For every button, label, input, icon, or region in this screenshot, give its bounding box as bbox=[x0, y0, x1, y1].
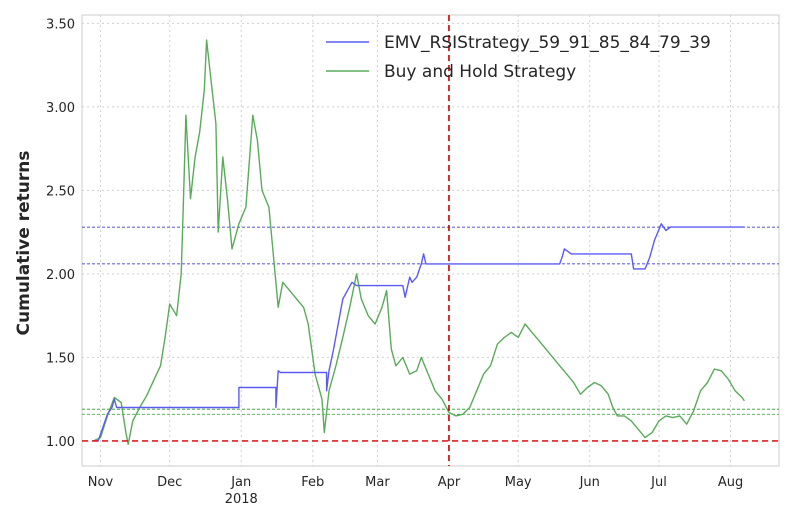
x-tick-sublabel: 2018 bbox=[225, 492, 258, 507]
x-tick-label: Nov bbox=[88, 475, 114, 490]
x-tick-labels: Nov Dec Jan 2018 Feb Mar Apr May Jun Jul Aug bbox=[88, 475, 743, 507]
y-tick-label: 3.50 bbox=[46, 17, 75, 32]
x-tick-label: Dec bbox=[157, 475, 182, 490]
x-tick-label: Jun bbox=[579, 475, 600, 490]
y-tick-label: 1.50 bbox=[46, 351, 75, 366]
legend: EMV_RSIStrategy_59_91_85_84_79_39 Buy an… bbox=[326, 33, 711, 82]
y-tick-label: 2.00 bbox=[46, 268, 75, 283]
x-tick-label: Jan bbox=[230, 475, 251, 490]
series-line-emv-rsi bbox=[93, 223, 745, 442]
x-tick-label: Mar bbox=[365, 475, 390, 490]
x-tick-label: Apr bbox=[438, 475, 461, 490]
plot-frame bbox=[81, 14, 780, 467]
y-axis-title: Cumulative returns bbox=[14, 151, 34, 336]
y-tick-labels: 1.00 1.50 2.00 2.50 3.00 3.50 bbox=[46, 17, 75, 450]
x-tick-label: May bbox=[505, 475, 532, 490]
legend-label-emv-rsi: EMV_RSIStrategy_59_91_85_84_79_39 bbox=[384, 33, 711, 53]
y-tick-label: 2.50 bbox=[46, 184, 75, 199]
y-tick-label: 3.00 bbox=[46, 101, 75, 116]
legend-label-buy-hold: Buy and Hold Strategy bbox=[384, 62, 576, 82]
series-line-buy-hold bbox=[93, 39, 745, 445]
x-tick-label: Jul bbox=[650, 475, 667, 490]
series-group bbox=[82, 15, 779, 466]
y-tick-label: 1.00 bbox=[46, 435, 75, 450]
x-tick-label: Aug bbox=[718, 475, 743, 490]
x-tick-label: Feb bbox=[301, 475, 324, 490]
